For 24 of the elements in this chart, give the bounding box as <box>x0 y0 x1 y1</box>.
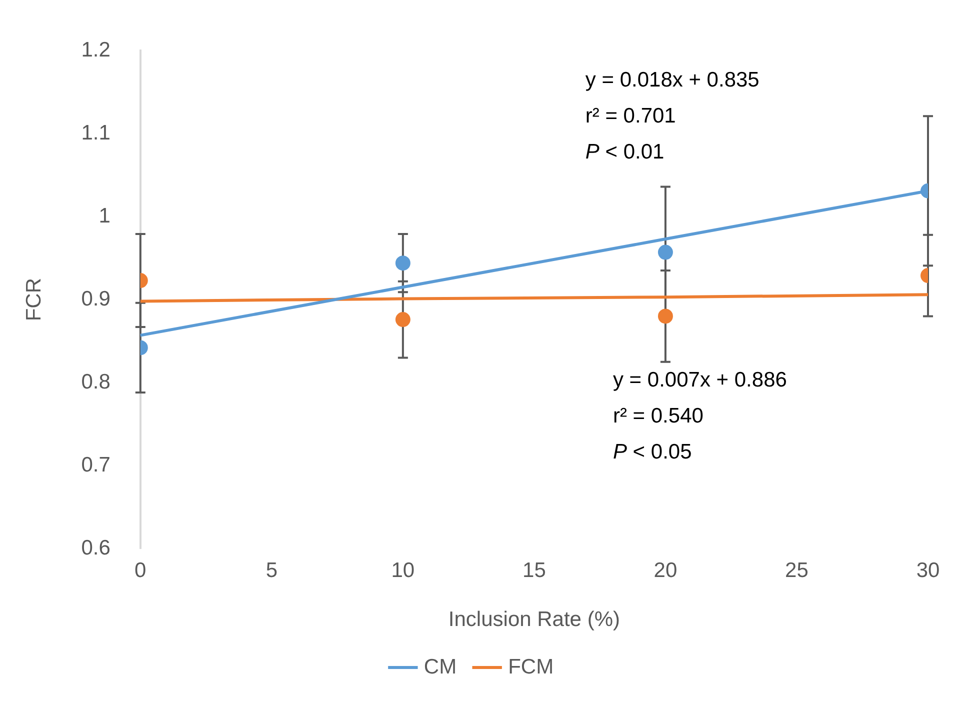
x-tick-label: 20 <box>654 558 678 582</box>
y-tick-label: 0.6 <box>81 536 110 560</box>
annotation: r² = 0.701 <box>585 104 676 128</box>
y-tick-label: 0.8 <box>81 370 110 394</box>
y-tick-label: 1.1 <box>81 121 110 144</box>
x-tick-label: 5 <box>266 558 278 582</box>
legend-label: CM <box>424 655 457 678</box>
annotation: r² = 0.540 <box>612 404 704 428</box>
x-tick-label: 10 <box>391 558 415 582</box>
x-tick-label: 15 <box>522 558 546 582</box>
y-axis-title: FCR <box>22 278 46 322</box>
x-axis-title: Inclusion Rate (%) <box>448 608 620 632</box>
y-tick-label: 0.9 <box>81 287 110 310</box>
y-tick-label: 0.7 <box>81 453 110 476</box>
legend-label: FCM <box>508 655 554 678</box>
annotation: y = 0.018x + 0.835 <box>585 68 760 92</box>
x-tick-label: 30 <box>916 558 940 582</box>
x-tick-label: 25 <box>785 558 808 582</box>
annotation: P < 0.05 <box>612 440 692 464</box>
annotation: P < 0.01 <box>585 140 664 164</box>
y-tick-label: 1 <box>98 204 110 228</box>
y-tick-label: 1.2 <box>81 38 110 62</box>
x-tick-label: 0 <box>134 558 146 582</box>
annotation: y = 0.007x + 0.886 <box>612 368 787 392</box>
